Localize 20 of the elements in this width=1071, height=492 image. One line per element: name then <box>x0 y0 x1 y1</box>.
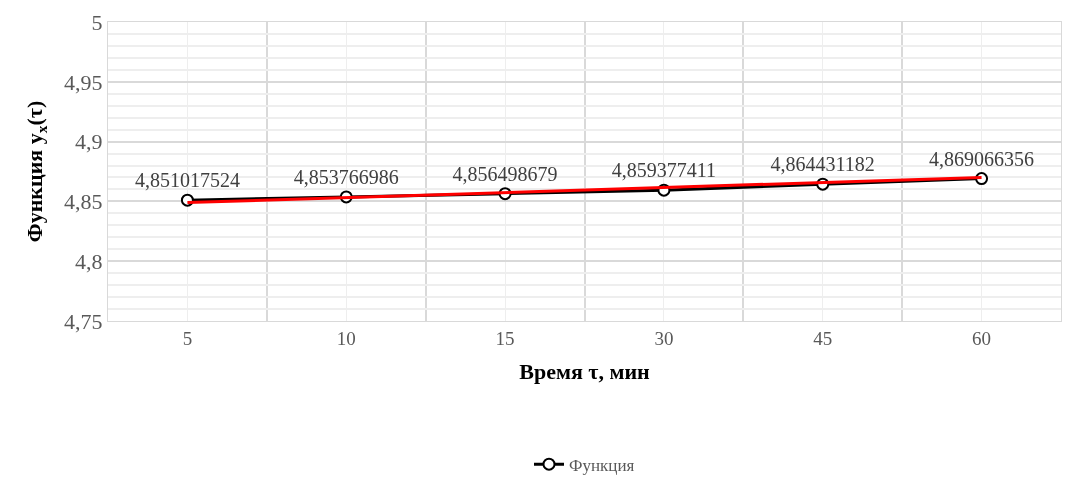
x-tick-label: 10 <box>336 327 356 349</box>
data-label: 4,853766986 <box>293 166 399 189</box>
data-label: 4,851017524 <box>134 169 240 192</box>
data-label: 4,859377411 <box>611 159 717 182</box>
y-tick-label: 4,85 <box>64 189 103 215</box>
data-label: 4,856498679 <box>452 162 558 185</box>
y-tick-label: 4,95 <box>64 69 103 95</box>
y-tick-label: 4,9 <box>75 129 103 155</box>
x-tick-label: 30 <box>654 327 674 349</box>
x-tick-label: 5 <box>182 327 193 349</box>
y-tick-label: 5 <box>91 9 103 35</box>
x-tick-label: 45 <box>813 327 833 349</box>
y-tick-label: 4,75 <box>64 308 103 334</box>
y-tick-label: 4,8 <box>75 248 103 274</box>
data-label: 4,864431182 <box>770 153 875 176</box>
data-label: 4,869066356 <box>929 147 1035 170</box>
x-tick-label: 15 <box>495 327 515 349</box>
x-tick-label: 60 <box>972 327 992 349</box>
x-axis-title: Время τ, мин <box>519 358 651 384</box>
legend-label: Функция <box>569 455 635 475</box>
